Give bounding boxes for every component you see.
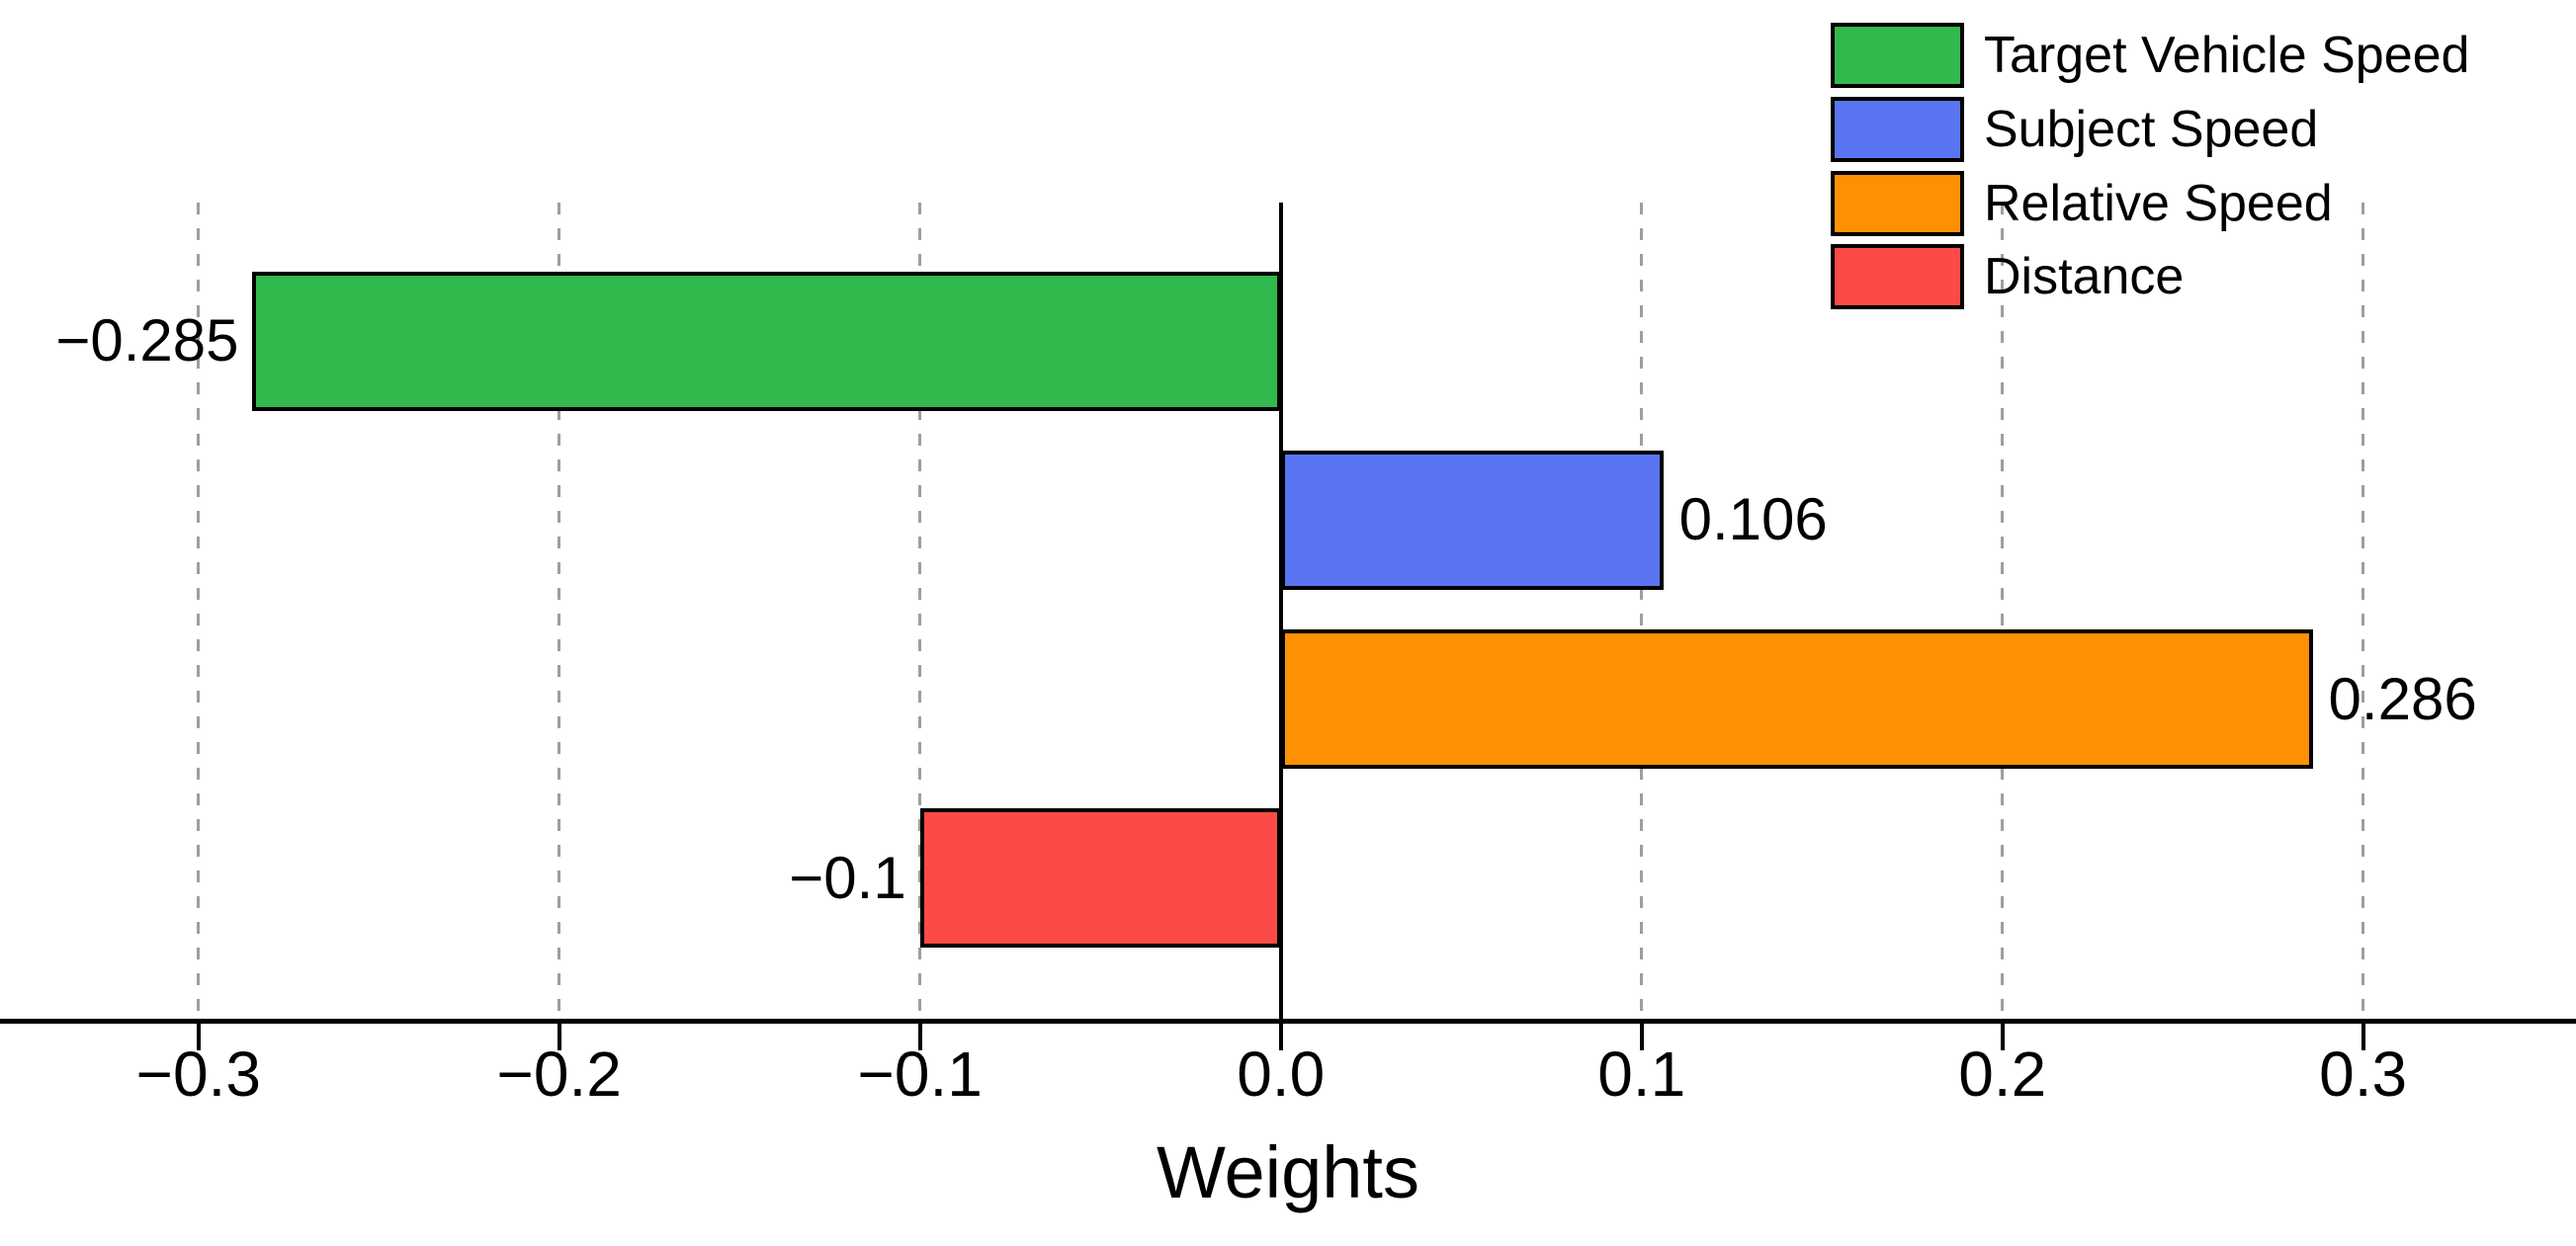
legend-label-relative-speed: Relative Speed (1984, 174, 2333, 232)
bar-target-vehicle-speed (252, 271, 1281, 411)
x-tick-0.2 (2000, 1021, 2005, 1050)
gridline-−0.1 (918, 203, 922, 1021)
x-tick-label-0.1: 0.1 (1597, 1038, 1686, 1110)
bar-distance (919, 808, 1281, 949)
bar-value-label-subject-speed: 0.106 (1678, 486, 1828, 553)
bar-value-label-relative-speed: 0.286 (2328, 665, 2477, 732)
x-tick-label-0.0: 0.0 (1237, 1038, 1326, 1110)
legend: Target Vehicle Speed Subject Speed Relativ… (0, 0, 2576, 326)
gridline-−0.2 (558, 203, 561, 1021)
x-tick-−0.3 (196, 1021, 201, 1050)
legend-label-target-vehicle-speed: Target Vehicle Speed (1984, 27, 2470, 84)
legend-item-distance: Distance (0, 244, 2576, 310)
zero-axis-line (1278, 203, 1283, 1021)
x-tick-−0.1 (917, 1021, 922, 1050)
x-axis-title: Weights (1157, 1131, 1419, 1213)
bar-value-label-target-vehicle-speed: −0.285 (55, 307, 239, 374)
x-tick-label-0.3: 0.3 (2319, 1038, 2408, 1110)
legend-swatch-distance (1831, 244, 1964, 310)
legend-item-target-vehicle-speed: Target Vehicle Speed (0, 23, 2576, 88)
legend-label-subject-speed: Subject Speed (1984, 100, 2319, 158)
x-tick-label-−0.3: −0.3 (135, 1038, 261, 1110)
bar-value-label-distance: −0.1 (789, 844, 906, 911)
bar-relative-speed (1280, 629, 2313, 770)
legend-label-distance: Distance (1984, 248, 2185, 306)
x-tick-0.0 (1278, 1021, 1283, 1050)
bar-subject-speed (1280, 450, 1664, 590)
x-tick-0.3 (2361, 1021, 2365, 1050)
x-tick-label-−0.1: −0.1 (857, 1038, 983, 1110)
gridline-0.1 (1640, 203, 1644, 1021)
x-tick-−0.2 (557, 1021, 561, 1050)
gridline-0.3 (2361, 203, 2365, 1021)
gridline-−0.3 (197, 203, 201, 1021)
legend-swatch-relative-speed (1831, 170, 1964, 236)
x-tick-label-0.2: 0.2 (1958, 1038, 2047, 1110)
x-tick-0.1 (1639, 1021, 1644, 1050)
x-tick-label-−0.2: −0.2 (496, 1038, 622, 1110)
legend-swatch-target-vehicle-speed (1831, 23, 1964, 88)
x-axis-line (0, 1019, 2576, 1024)
legend-item-relative-speed: Relative Speed (0, 170, 2576, 236)
gridline-0.2 (2001, 203, 2005, 1021)
legend-swatch-subject-speed (1831, 96, 1964, 162)
legend-item-subject-speed: Subject Speed (0, 96, 2576, 162)
